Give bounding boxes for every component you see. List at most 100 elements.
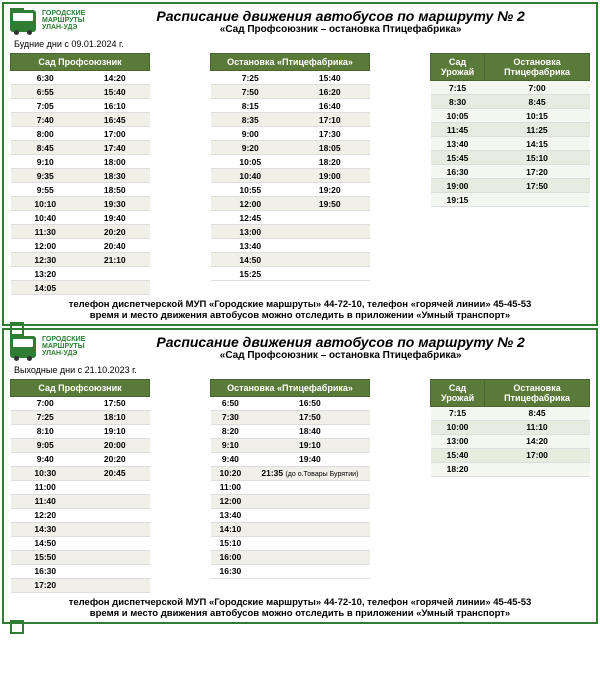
time-cell: 9:40 — [211, 452, 251, 466]
time-cell: 14:10 — [211, 522, 251, 536]
schedule-panel: ГОРОДСКИЕ МАРШРУТЫ УЛАН-УДЭ Расписание д… — [2, 2, 598, 326]
time-cell: 9:20 — [211, 141, 291, 155]
time-cell: 14:50 — [211, 253, 291, 267]
time-cell: 8:30 — [431, 95, 485, 109]
table-row: 11:4511:25 — [431, 123, 590, 137]
time-cell: 13:40 — [431, 137, 485, 151]
time-cell: 13:00 — [431, 434, 485, 448]
time-cell: 10:10 — [11, 197, 81, 211]
time-cell: 6:55 — [11, 85, 81, 99]
time-cell: 17:50 — [250, 410, 369, 424]
time-cell: 13:00 — [211, 225, 291, 239]
table-row: 9:0017:30 — [211, 127, 370, 141]
table-row: 16:30 — [211, 564, 370, 578]
time-cell: 7:15 — [431, 406, 485, 420]
table-row: 9:5518:50 — [11, 183, 150, 197]
time-cell — [250, 494, 369, 508]
time-cell — [80, 480, 150, 494]
time-cell — [80, 494, 150, 508]
time-cell: 19:10 — [250, 438, 369, 452]
table-row: 8:4517:40 — [11, 141, 150, 155]
table-row: 10:2021:35 (до о.Товары Бурятии) — [211, 466, 370, 480]
time-cell: 18:00 — [80, 155, 150, 169]
table-row: 13:0014:20 — [431, 434, 590, 448]
table-row: 12:0019:50 — [211, 197, 370, 211]
table-row: 14:10 — [211, 522, 370, 536]
schedule-table: Сад Профсоюзник7:0017:507:2518:108:1019:… — [10, 379, 150, 593]
time-cell: 17:00 — [80, 127, 150, 141]
logo-line: МАРШРУТЫ — [42, 17, 85, 24]
time-cell: 19:10 — [80, 424, 150, 438]
time-cell: 21:10 — [80, 253, 150, 267]
schedule-table: Сад УрожайОстановка Птицефабрика7:158:45… — [430, 379, 590, 477]
table-row: 7:5016:20 — [211, 85, 370, 99]
table-row: 8:2018:40 — [211, 424, 370, 438]
time-cell: 15:40 — [80, 85, 150, 99]
time-cell: 16:10 — [80, 99, 150, 113]
time-cell: 7:30 — [211, 410, 251, 424]
table-row: 15:4017:00 — [431, 448, 590, 462]
time-cell: 7:25 — [211, 71, 291, 85]
time-cell — [250, 564, 369, 578]
time-cell: 17:40 — [80, 141, 150, 155]
time-cell: 11:00 — [211, 480, 251, 494]
schedule-table: Остановка «Птицефабрика»7:2515:407:5016:… — [210, 53, 370, 281]
time-cell: 10:30 — [11, 466, 81, 480]
title-block: Расписание движения автобусов по маршрут… — [91, 334, 590, 361]
table-row: 11:00 — [211, 480, 370, 494]
title-main: Расписание движения автобусов по маршрут… — [91, 8, 590, 24]
time-cell: 17:10 — [290, 113, 370, 127]
time-cell: 12:20 — [11, 508, 81, 522]
header-row: ГОРОДСКИЕ МАРШРУТЫ УЛАН-УДЭ Расписание д… — [10, 8, 590, 35]
time-cell: 19:50 — [290, 197, 370, 211]
time-cell: 15:40 — [290, 71, 370, 85]
time-cell: 16:30 — [211, 564, 251, 578]
time-cell: 18:10 — [80, 410, 150, 424]
table-row: 16:00 — [211, 550, 370, 564]
time-cell: 11:45 — [431, 123, 485, 137]
time-cell: 16:30 — [431, 165, 485, 179]
time-cell: 7:00 — [11, 396, 81, 410]
table-row: 14:05 — [11, 281, 150, 295]
time-cell — [290, 253, 370, 267]
time-cell: 19:40 — [250, 452, 369, 466]
logo-line: УЛАН-УДЭ — [42, 24, 85, 31]
day-note: Выходные дни с 21.10.2023 г. — [14, 365, 590, 375]
time-cell: 10:00 — [431, 420, 485, 434]
title-sub: «Сад Профсоюзник – остановка Птицефабрик… — [91, 350, 590, 361]
table-row: 15:25 — [211, 267, 370, 281]
time-cell: 7:00 — [485, 81, 590, 95]
time-cell: 18:05 — [290, 141, 370, 155]
table-header: Остановка Птицефабрика — [485, 54, 590, 81]
time-cell: 9:10 — [211, 438, 251, 452]
time-cell: 15:40 — [431, 448, 485, 462]
table-row: 10:5519:20 — [211, 183, 370, 197]
time-cell: 20:40 — [80, 239, 150, 253]
time-cell: 17:30 — [290, 127, 370, 141]
table-row: 14:50 — [11, 536, 150, 550]
time-cell: 9:05 — [11, 438, 81, 452]
time-cell: 12:00 — [211, 197, 291, 211]
time-cell: 7:05 — [11, 99, 81, 113]
table-row: 10:4019:40 — [11, 211, 150, 225]
time-cell: 16:30 — [11, 564, 81, 578]
time-cell: 19:30 — [80, 197, 150, 211]
time-cell: 9:10 — [11, 155, 81, 169]
table-row: 8:1516:40 — [211, 99, 370, 113]
time-cell: 10:20 — [211, 466, 251, 480]
title-main: Расписание движения автобусов по маршрут… — [91, 334, 590, 350]
time-cell — [485, 462, 590, 476]
time-cell: 20:45 — [80, 466, 150, 480]
time-cell — [250, 550, 369, 564]
table-row: 12:00 — [211, 494, 370, 508]
time-cell: 16:20 — [290, 85, 370, 99]
time-cell — [290, 225, 370, 239]
table-row: 7:2515:40 — [211, 71, 370, 85]
table-row: 10:1019:30 — [11, 197, 150, 211]
logo-text: ГОРОДСКИЕ МАРШРУТЫ УЛАН-УДЭ — [42, 334, 85, 357]
table-header: Сад Профсоюзник — [11, 54, 150, 71]
schedule-table: Сад УрожайОстановка Птицефабрика7:157:00… — [430, 53, 590, 207]
time-cell: 15:25 — [211, 267, 291, 281]
time-cell: 18:20 — [290, 155, 370, 169]
time-cell: 7:15 — [431, 81, 485, 95]
